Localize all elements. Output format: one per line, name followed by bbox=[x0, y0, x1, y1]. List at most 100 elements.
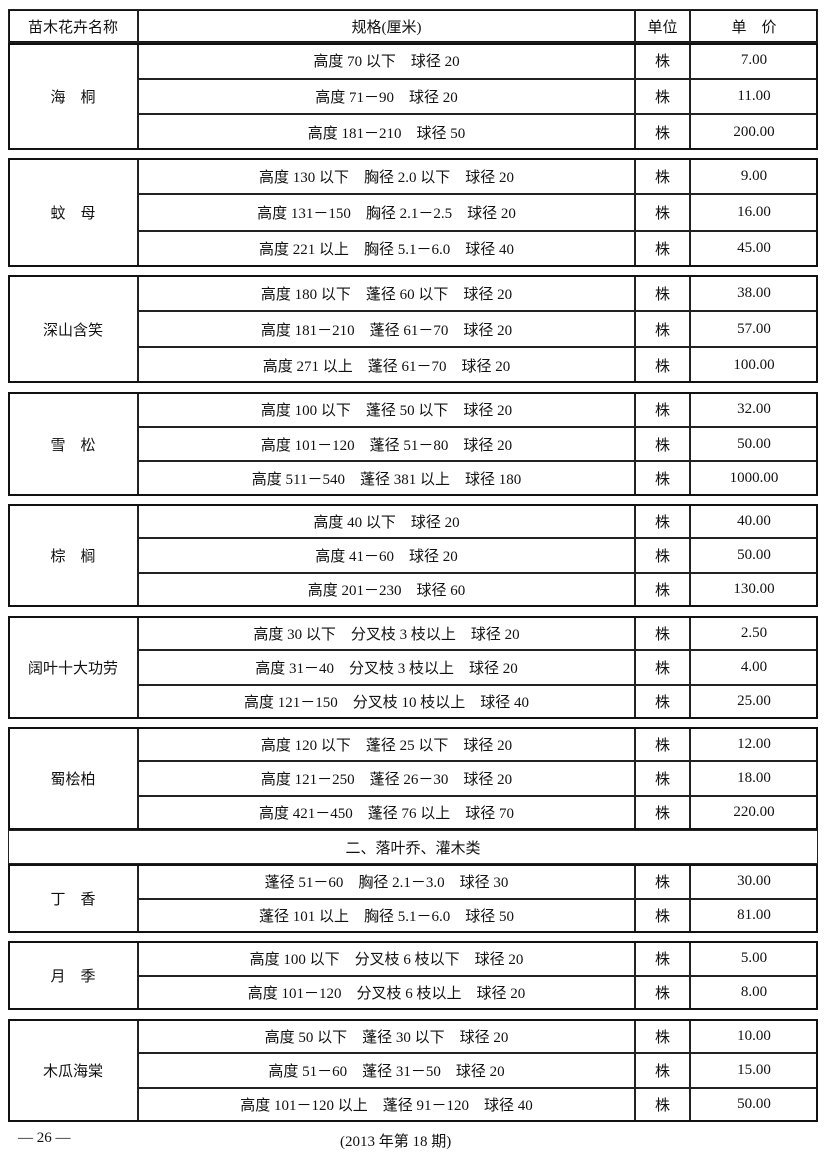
page-number: — 26 — bbox=[18, 1130, 71, 1146]
price: 12.00 bbox=[690, 727, 818, 762]
unit: 株 bbox=[635, 426, 690, 462]
price: 9.00 bbox=[690, 158, 818, 195]
item-name: 深山含笑 bbox=[8, 275, 138, 383]
price: 30.00 bbox=[690, 864, 818, 899]
price: 38.00 bbox=[690, 275, 818, 311]
spec: 高度 201－230 球径 60 bbox=[138, 572, 635, 607]
unit: 株 bbox=[635, 347, 690, 383]
unit: 株 bbox=[635, 795, 690, 830]
unit: 株 bbox=[635, 114, 690, 151]
spec: 高度 130 以下 胸径 2.0 以下 球径 20 bbox=[138, 158, 635, 195]
spec: 高度 181－210 球径 50 bbox=[138, 114, 635, 151]
unit: 株 bbox=[635, 504, 690, 539]
unit: 株 bbox=[635, 975, 690, 1010]
price: 100.00 bbox=[690, 347, 818, 383]
item-name: 蚊 母 bbox=[8, 158, 138, 267]
spec: 高度 511－540 蓬径 381 以上 球径 180 bbox=[138, 461, 635, 497]
spec: 高度 101－120 分叉枝 6 枝以上 球径 20 bbox=[138, 975, 635, 1010]
price: 50.00 bbox=[690, 426, 818, 462]
unit: 株 bbox=[635, 898, 690, 933]
spec: 高度 101－120 以上 蓬径 91－120 球径 40 bbox=[138, 1087, 635, 1122]
price: 15.00 bbox=[690, 1053, 818, 1088]
price: 4.00 bbox=[690, 650, 818, 685]
unit: 株 bbox=[635, 864, 690, 899]
spec: 高度 121－150 分叉枝 10 枝以上 球径 40 bbox=[138, 684, 635, 719]
unit: 株 bbox=[635, 761, 690, 796]
section-heading: 二、落叶乔、灌木类 bbox=[8, 830, 818, 864]
unit: 株 bbox=[635, 43, 690, 79]
item-name: 丁 香 bbox=[8, 864, 138, 933]
unit: 株 bbox=[635, 1019, 690, 1054]
spec: 高度 100 以下 分叉枝 6 枝以下 球径 20 bbox=[138, 941, 635, 976]
unit: 株 bbox=[635, 941, 690, 976]
unit: 株 bbox=[635, 275, 690, 311]
unit: 株 bbox=[635, 572, 690, 607]
unit: 株 bbox=[635, 230, 690, 267]
price: 130.00 bbox=[690, 572, 818, 607]
spec: 高度 181－210 蓬径 61－70 球径 20 bbox=[138, 311, 635, 347]
price: 25.00 bbox=[690, 684, 818, 719]
price: 2.50 bbox=[690, 616, 818, 651]
unit: 株 bbox=[635, 158, 690, 195]
unit: 株 bbox=[635, 1087, 690, 1122]
item-name: 棕 榈 bbox=[8, 504, 138, 607]
spec: 高度 120 以下 蓬径 25 以下 球径 20 bbox=[138, 727, 635, 762]
spec: 高度 180 以下 蓬径 60 以下 球径 20 bbox=[138, 275, 635, 311]
unit: 株 bbox=[635, 392, 690, 427]
price: 18.00 bbox=[690, 761, 818, 796]
spec: 高度 70 以下 球径 20 bbox=[138, 43, 635, 79]
issue-note: (2013 年第 18 期) bbox=[340, 1134, 452, 1150]
spec: 高度 101－120 蓬径 51－80 球径 20 bbox=[138, 426, 635, 462]
price: 57.00 bbox=[690, 311, 818, 347]
price: 50.00 bbox=[690, 1087, 818, 1122]
unit: 株 bbox=[635, 194, 690, 231]
unit: 株 bbox=[635, 78, 690, 115]
price: 11.00 bbox=[690, 78, 818, 115]
price: 200.00 bbox=[690, 114, 818, 151]
unit: 株 bbox=[635, 616, 690, 651]
item-name: 月 季 bbox=[8, 941, 138, 1010]
spec: 高度 221 以上 胸径 5.1－6.0 球径 40 bbox=[138, 230, 635, 267]
price: 40.00 bbox=[690, 504, 818, 539]
item-name: 木瓜海棠 bbox=[8, 1019, 138, 1122]
price: 7.00 bbox=[690, 43, 818, 79]
header-cell: 单位 bbox=[635, 9, 690, 43]
spec: 高度 121－250 蓬径 26－30 球径 20 bbox=[138, 761, 635, 796]
price: 81.00 bbox=[690, 898, 818, 933]
price: 10.00 bbox=[690, 1019, 818, 1054]
spec: 高度 100 以下 蓬径 50 以下 球径 20 bbox=[138, 392, 635, 427]
price: 16.00 bbox=[690, 194, 818, 231]
spec: 高度 31－40 分叉枝 3 枝以上 球径 20 bbox=[138, 650, 635, 685]
header-cell: 单 价 bbox=[690, 9, 818, 43]
price: 5.00 bbox=[690, 941, 818, 976]
unit: 株 bbox=[635, 311, 690, 347]
price: 8.00 bbox=[690, 975, 818, 1010]
unit: 株 bbox=[635, 1053, 690, 1088]
unit: 株 bbox=[635, 684, 690, 719]
spec: 高度 421－450 蓬径 76 以上 球径 70 bbox=[138, 795, 635, 830]
unit: 株 bbox=[635, 538, 690, 573]
spec: 蓬径 101 以上 胸径 5.1－6.0 球径 50 bbox=[138, 898, 635, 933]
price: 1000.00 bbox=[690, 461, 818, 497]
spec: 高度 50 以下 蓬径 30 以下 球径 20 bbox=[138, 1019, 635, 1054]
item-name: 雪 松 bbox=[8, 392, 138, 497]
price: 50.00 bbox=[690, 538, 818, 573]
unit: 株 bbox=[635, 650, 690, 685]
spec: 蓬径 51－60 胸径 2.1－3.0 球径 30 bbox=[138, 864, 635, 899]
spec: 高度 30 以下 分叉枝 3 枝以上 球径 20 bbox=[138, 616, 635, 651]
spec: 高度 41－60 球径 20 bbox=[138, 538, 635, 573]
item-name: 蜀桧柏 bbox=[8, 727, 138, 830]
spec: 高度 131－150 胸径 2.1－2.5 球径 20 bbox=[138, 194, 635, 231]
spec: 高度 51－60 蓬径 31－50 球径 20 bbox=[138, 1053, 635, 1088]
price: 45.00 bbox=[690, 230, 818, 267]
item-name: 海 桐 bbox=[8, 43, 138, 151]
spec: 高度 71－90 球径 20 bbox=[138, 78, 635, 115]
header-cell: 苗木花卉名称 bbox=[8, 9, 138, 43]
spec: 高度 40 以下 球径 20 bbox=[138, 504, 635, 539]
header-cell: 规格(厘米) bbox=[138, 9, 635, 43]
spec: 高度 271 以上 蓬径 61－70 球径 20 bbox=[138, 347, 635, 383]
price: 32.00 bbox=[690, 392, 818, 427]
unit: 株 bbox=[635, 461, 690, 497]
unit: 株 bbox=[635, 727, 690, 762]
